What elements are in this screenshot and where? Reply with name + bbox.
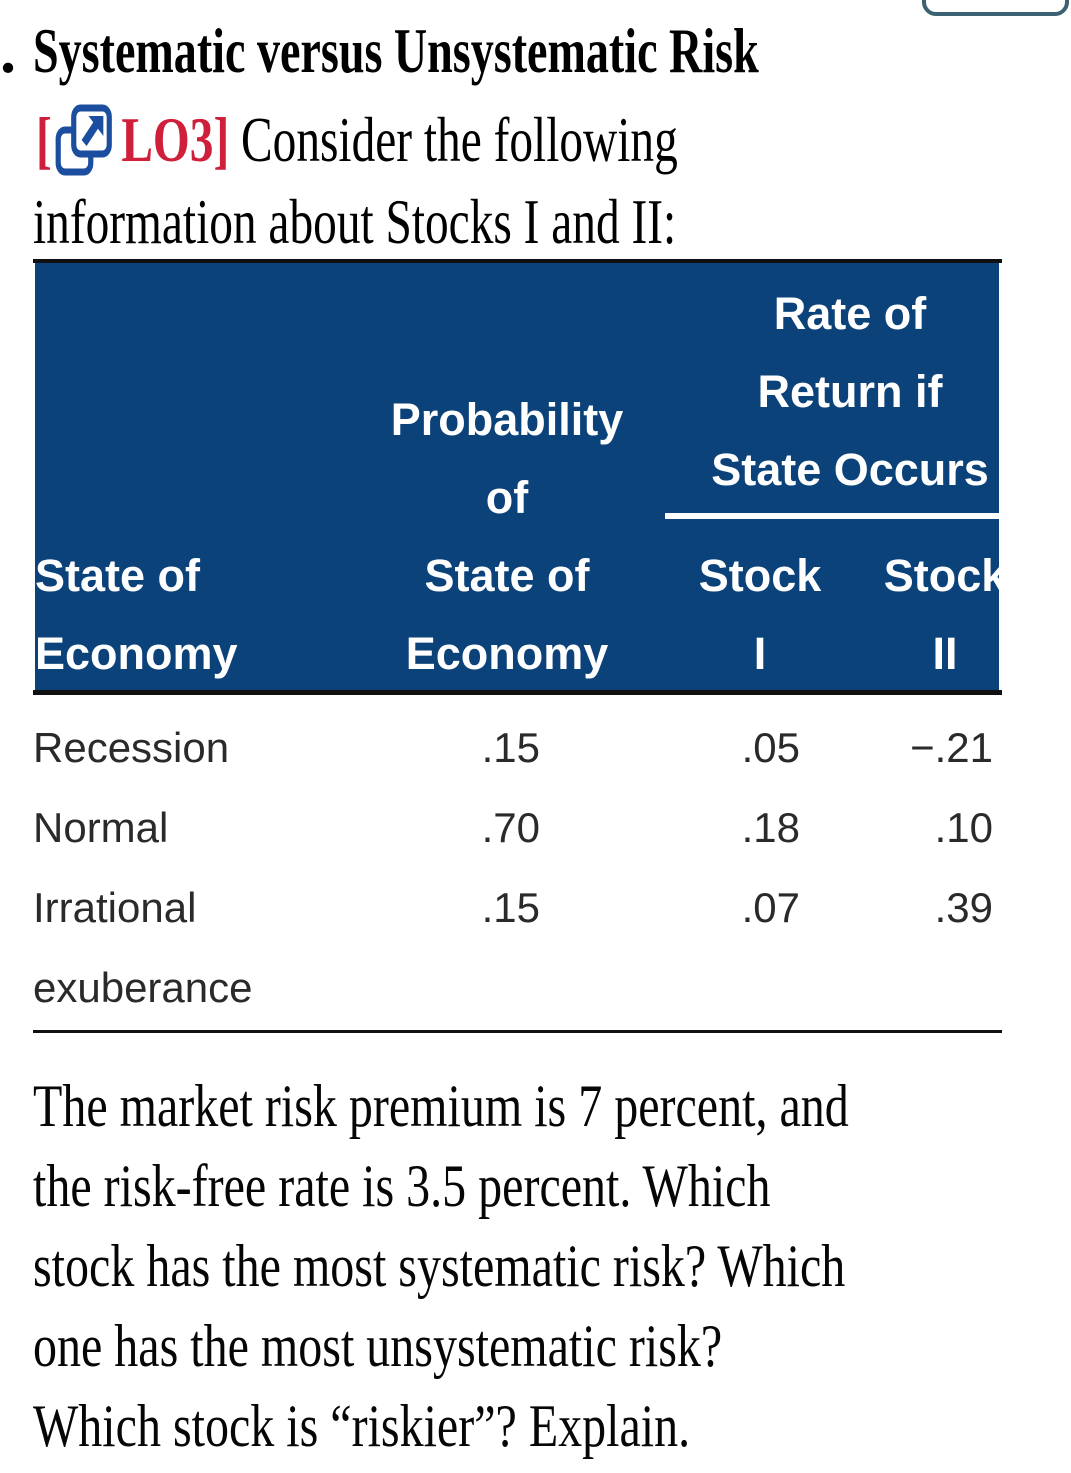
stocks-table: Rate of Return if State Occurs State of …: [33, 259, 1071, 1039]
paragraph-line: the risk-free rate is 3.5 percent. Which: [33, 1153, 771, 1219]
stock-i-cell: .18: [741, 804, 800, 851]
state-cell: Irrational: [33, 884, 197, 931]
state-cell-line2: exuberance: [33, 964, 253, 1011]
table-top-rule: [33, 259, 1002, 263]
stock-ii-cell: .10: [934, 804, 993, 851]
table-row: Irrational .15 .07 .39: [33, 877, 993, 939]
table-header-bottom-rule: [33, 690, 1002, 695]
stock-i-cell: .07: [741, 884, 800, 931]
table-row-continuation: exuberance: [33, 957, 993, 1019]
lo-link-label[interactable]: LO3]: [121, 104, 230, 175]
question-paragraph: The market risk premium is 7 percent, an…: [33, 1066, 849, 1466]
paragraph-line: Which stock is “riskier”? Explain.: [33, 1393, 691, 1459]
table-bottom-rule: [33, 1030, 1002, 1033]
col-header-line: Probability: [390, 394, 624, 445]
paragraph-line: stock has the most systematic risk? Whic…: [33, 1233, 846, 1299]
clipped-toolbar-button[interactable]: [922, 0, 1069, 16]
list-number-fragment: .: [0, 15, 16, 86]
col-header-state-of-economy: State of Economy: [35, 537, 365, 690]
paragraph-line: The market risk premium is 7 percent, an…: [33, 1073, 849, 1139]
problem-title: Systematic versus Unsystematic Risk: [33, 15, 759, 86]
col-header-line: II: [932, 628, 958, 679]
group-header-line: Rate of: [773, 288, 927, 339]
group-header-line: Return if: [757, 366, 943, 417]
probability-cell: .15: [481, 724, 540, 771]
col-header-stock-i: Stock I: [660, 537, 860, 690]
group-header-rate-of-return: Rate of Return if State Occurs: [650, 275, 999, 509]
probability-cell: .15: [481, 884, 540, 931]
group-header-underline: [665, 513, 999, 519]
col-header-line: Stock: [883, 550, 999, 601]
stock-i-cell: .05: [741, 724, 800, 771]
col-header-stock-ii: Stock II: [845, 537, 999, 690]
table-header: Rate of Return if State Occurs State of …: [35, 263, 999, 690]
group-header-line: State Occurs: [711, 444, 989, 495]
lo-line: [ LO3] Consider the following: [36, 98, 678, 182]
stock-ii-cell: −.21: [910, 724, 993, 771]
intro-text-line1: Consider the following: [241, 104, 678, 175]
stock-ii-cell: .39: [934, 884, 993, 931]
lo-bracket-open: [: [36, 104, 52, 175]
col-header-line: I: [753, 628, 767, 679]
col-header-line: Stock: [698, 550, 822, 601]
col-header-line: Economy: [405, 628, 609, 679]
col-header-line: State of: [35, 550, 201, 601]
col-header-line: State of: [424, 550, 590, 601]
col-header-line: of: [485, 472, 529, 523]
table-row: Recession .15 .05 −.21: [33, 717, 993, 779]
col-header-probability: Probability of State of Economy: [347, 381, 667, 690]
state-cell: Recession: [33, 724, 230, 771]
intro-text-line2: information about Stocks I and II:: [33, 186, 677, 257]
table-row: Normal .70 .18 .10: [33, 797, 993, 859]
paragraph-line: one has the most unsystematic risk?: [33, 1313, 723, 1379]
external-link-icon[interactable]: [53, 103, 118, 179]
state-cell: Normal: [33, 804, 169, 851]
col-header-line: Economy: [35, 628, 238, 679]
probability-cell: .70: [481, 804, 540, 851]
